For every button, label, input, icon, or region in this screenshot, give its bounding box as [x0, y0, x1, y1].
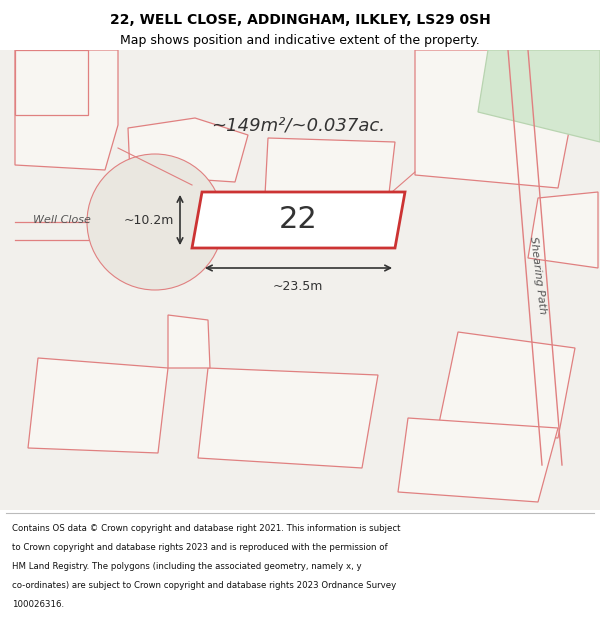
Polygon shape: [265, 138, 395, 202]
Polygon shape: [192, 192, 405, 248]
Polygon shape: [15, 50, 118, 170]
Text: ~10.2m: ~10.2m: [124, 214, 174, 226]
Text: Contains OS data © Crown copyright and database right 2021. This information is : Contains OS data © Crown copyright and d…: [12, 524, 401, 532]
Text: co-ordinates) are subject to Crown copyright and database rights 2023 Ordnance S: co-ordinates) are subject to Crown copyr…: [12, 581, 396, 590]
Text: ~149m²/~0.037ac.: ~149m²/~0.037ac.: [211, 116, 385, 134]
Text: Well Close: Well Close: [33, 215, 91, 225]
Polygon shape: [198, 368, 378, 468]
Text: Map shows position and indicative extent of the property.: Map shows position and indicative extent…: [120, 34, 480, 47]
Text: 22: 22: [278, 206, 317, 234]
Polygon shape: [438, 332, 575, 438]
Circle shape: [87, 154, 223, 290]
Polygon shape: [128, 118, 248, 182]
Text: 100026316.: 100026316.: [12, 600, 64, 609]
Polygon shape: [28, 358, 168, 453]
Polygon shape: [528, 192, 598, 268]
Text: 22, WELL CLOSE, ADDINGHAM, ILKLEY, LS29 0SH: 22, WELL CLOSE, ADDINGHAM, ILKLEY, LS29 …: [110, 12, 490, 26]
Text: HM Land Registry. The polygons (including the associated geometry, namely x, y: HM Land Registry. The polygons (includin…: [12, 562, 362, 571]
Polygon shape: [15, 50, 88, 115]
Polygon shape: [478, 50, 600, 142]
Polygon shape: [398, 418, 558, 502]
Text: to Crown copyright and database rights 2023 and is reproduced with the permissio: to Crown copyright and database rights 2…: [12, 542, 388, 552]
Polygon shape: [168, 315, 210, 368]
Polygon shape: [415, 50, 575, 188]
Text: Shearing Path: Shearing Path: [528, 236, 548, 314]
Text: ~23.5m: ~23.5m: [273, 280, 323, 293]
